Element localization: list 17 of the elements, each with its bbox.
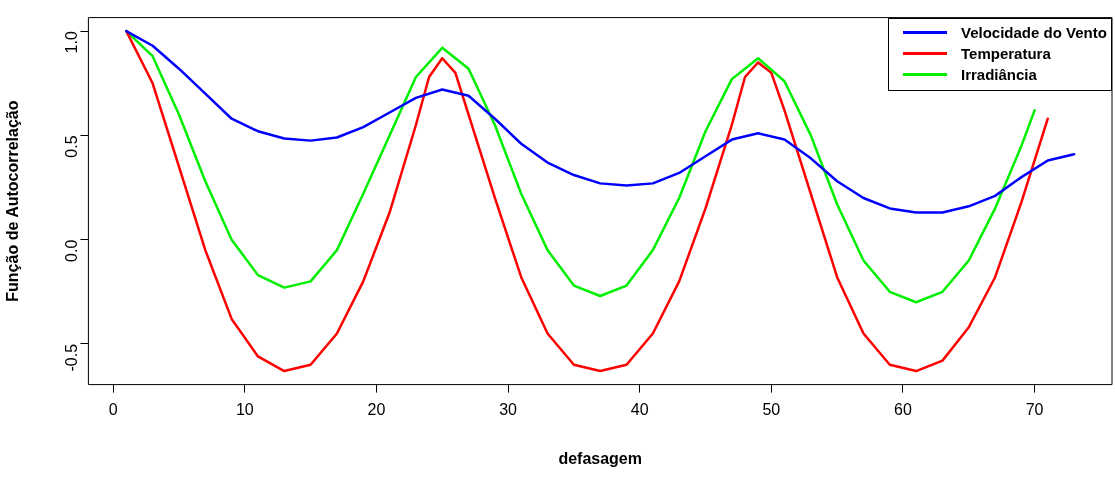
x-tick-label: 20 (367, 400, 386, 418)
legend-label: Temperatura (961, 44, 1051, 62)
x-tick-label: 30 (499, 400, 518, 418)
y-tick-label: -0.5 (62, 343, 80, 372)
legend-label: Velocidade do Vento (961, 23, 1107, 41)
x-tick-label: 60 (894, 400, 912, 418)
x-tick-label: 70 (1025, 400, 1044, 418)
x-tick-label: 50 (762, 400, 781, 418)
x-tick-label: 10 (235, 400, 254, 418)
legend-label: Irradiância (961, 65, 1037, 83)
x-axis-title: defasagem (558, 449, 642, 467)
x-tick-label: 0 (108, 400, 118, 418)
x-tick-label: 40 (630, 400, 649, 418)
y-axis-title: Função de Autocorrelação (4, 100, 22, 302)
y-tick-label: 0.5 (62, 135, 80, 158)
y-tick-label: 0.0 (62, 239, 80, 262)
y-tick-label: 1.0 (62, 31, 80, 54)
